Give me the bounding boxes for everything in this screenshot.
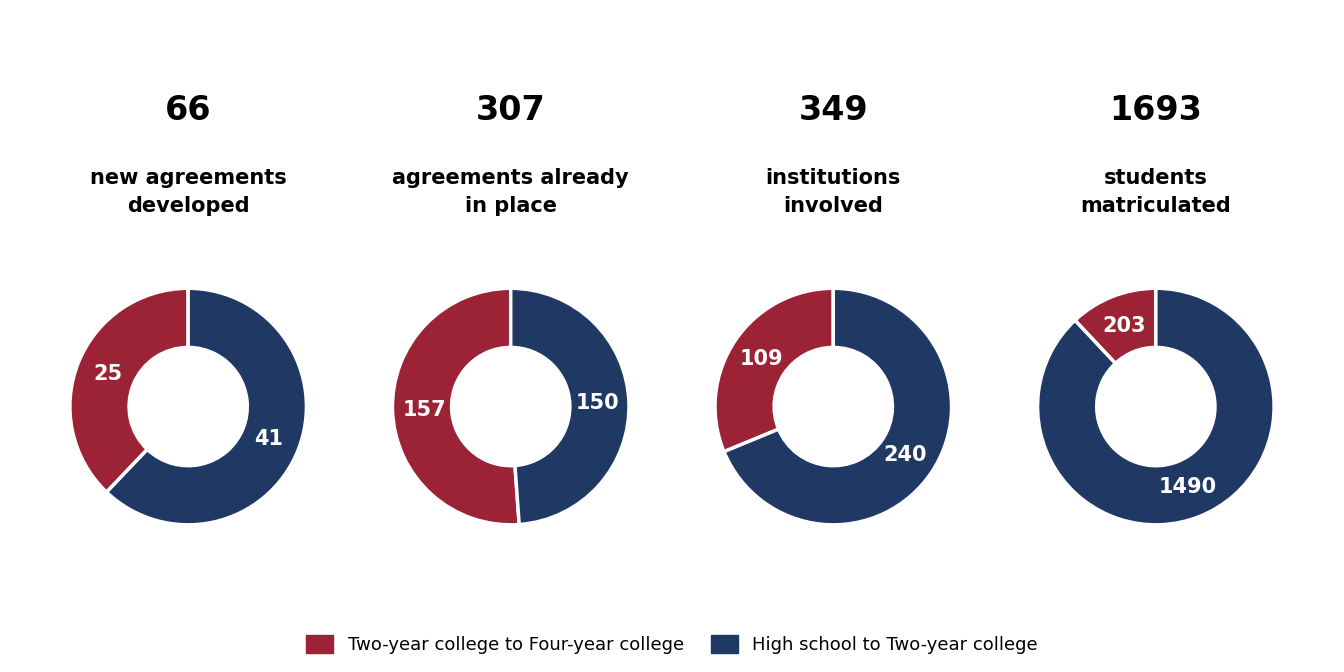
Text: institutions
involved: institutions involved <box>766 167 900 216</box>
Wedge shape <box>1038 288 1274 525</box>
Text: 307: 307 <box>476 94 546 128</box>
Text: students
matriculated: students matriculated <box>1081 167 1231 216</box>
Text: 240: 240 <box>883 445 927 464</box>
Text: 1490: 1490 <box>1159 477 1216 497</box>
Text: 203: 203 <box>1102 317 1146 336</box>
Wedge shape <box>715 288 833 452</box>
Text: new agreements
developed: new agreements developed <box>90 167 286 216</box>
Wedge shape <box>106 288 306 525</box>
Text: 109: 109 <box>739 349 784 368</box>
Text: agreements already
in place: agreements already in place <box>392 167 629 216</box>
Wedge shape <box>392 288 519 525</box>
Text: 25: 25 <box>94 364 122 384</box>
Legend: Two-year college to Four-year college, High school to Two-year college: Two-year college to Four-year college, H… <box>297 626 1047 663</box>
Wedge shape <box>511 288 629 525</box>
Text: 1693: 1693 <box>1109 94 1203 128</box>
Wedge shape <box>1075 288 1156 364</box>
Text: 150: 150 <box>575 394 618 413</box>
Text: 41: 41 <box>254 429 282 449</box>
Wedge shape <box>724 288 952 525</box>
Text: 157: 157 <box>403 400 446 419</box>
Text: 349: 349 <box>798 94 868 128</box>
Text: 66: 66 <box>165 94 211 128</box>
Wedge shape <box>70 288 188 492</box>
